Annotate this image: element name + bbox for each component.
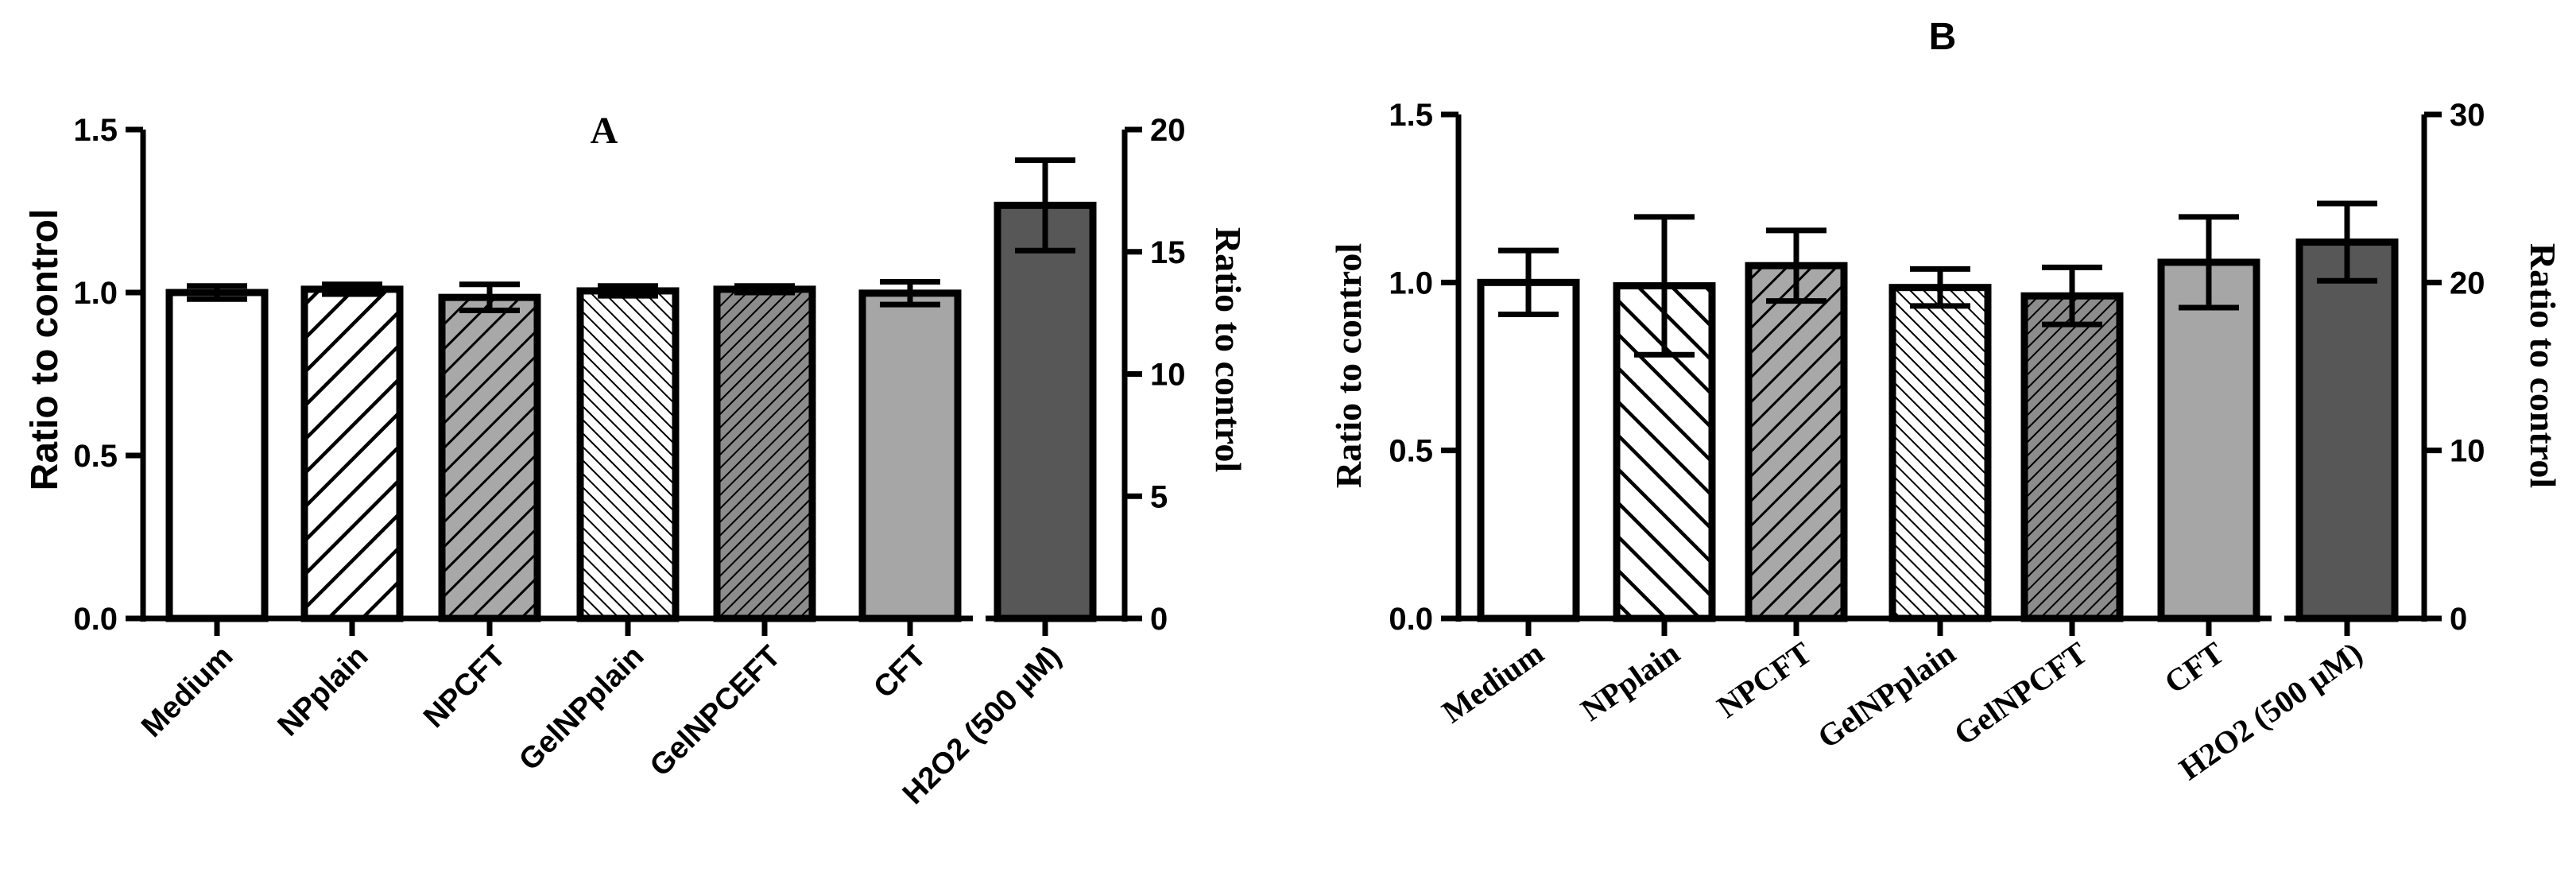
y-tick-label-left-a: 1.0 [73,276,118,311]
y-tick-label-right-a: 15 [1150,235,1186,270]
error-bar-h2o2-500-m-b [2317,200,2377,284]
y-tick-label-left-a: 0.5 [73,439,118,474]
error-bar-cft-a [880,278,940,308]
error-bar-gelnpplain-a [598,283,658,299]
y-tick-label-right-a: 0 [1150,602,1168,637]
y-tick-label-right-b: 10 [2450,434,2485,469]
bar-medium-b-fill [1481,282,1576,618]
bar-gelnpcft-b-hatch [2024,296,2120,618]
y-axis-title-right-a: Ratio to control [1208,227,1249,472]
x-tick-label-medium-a: Medium [135,640,239,744]
y-tick-label-right-b: 30 [2450,98,2485,133]
y-tick-label-right-a: 20 [1150,113,1186,148]
x-tick-label-gelnpcft-b: GelNPCFT [1947,634,2094,752]
y-axis-title-left-a: Ratio to control [24,209,66,491]
error-bar-npcft-a [459,281,520,314]
error-bar-gelnpplain-b [1910,265,1970,309]
error-bar-npplain-b [1634,214,1695,358]
error-bar-medium-a [187,283,247,302]
y-tick-label-left-a: 1.5 [73,113,118,148]
error-bar-medium-b [1498,247,1559,317]
x-tick-label-gelnpplain-b: GelNPplain [1811,635,1962,756]
y-tick-label-left-b: 1.5 [1389,98,1433,133]
error-bar-h2o2-500-m-a [1015,157,1075,254]
error-bar-gelnpceft-a [734,283,795,296]
error-bar-npplain-a [322,281,382,297]
x-tick-label-npplain-a: NPplain [272,640,375,743]
panel-label-a: A [591,110,618,152]
bar-h2o2-500-m-a-fill [997,205,1093,618]
bar-gelnpplain-a-hatch [580,290,676,618]
bar-gelnpplain-b-hatch [1892,287,1988,618]
bar-medium-a-fill [169,293,265,618]
x-tick-label-cft-a: CFT [867,640,932,705]
y-tick-label-right-a: 10 [1150,358,1186,393]
x-tick-label-npcft-b: NPCFT [1710,634,1818,725]
x-tick-label-npplain-b: NPplain [1575,635,1687,728]
error-bar-cft-b [2179,214,2239,311]
y-tick-label-right-a: 5 [1150,479,1168,514]
panel-label-b: B [1929,16,1957,58]
x-tick-label-npcft-a: NPCFT [417,640,512,734]
bar-npcft-a-hatch [442,297,537,618]
error-bar-gelnpcft-b [2042,264,2102,327]
bar-cft-a-fill [862,293,958,618]
y-tick-label-left-b: 0.0 [1389,602,1433,637]
x-tick-label-cft-b: CFT [2158,634,2231,700]
y-axis-title-left-b: Ratio to control [1328,243,1369,488]
bar-gelnpceft-a-hatch [717,289,812,618]
y-tick-label-right-b: 0 [2450,602,2467,637]
bar-npplain-a-hatch [304,289,400,618]
chart-panel-a: A Ratio to control Ratio to control 0.0 0… [24,110,1249,811]
y-tick-label-right-b: 20 [2450,265,2485,300]
x-tick-label-gelnpplain-a: GelNPplain [513,640,650,777]
y-tick-label-left-a: 0.0 [73,602,118,637]
x-tick-label-gelnpceft-a: GelNPCEFT [644,640,787,783]
bar-cft-b-fill [2161,262,2256,618]
y-tick-label-left-b: 0.5 [1389,434,1433,469]
bar-npcft-b-hatch [1749,265,1844,618]
x-tick-label-medium-b: Medium [1435,635,1550,731]
y-tick-label-left-b: 1.0 [1389,265,1433,300]
error-bar-npcft-b [1766,227,1826,304]
y-axis-title-right-b: Ratio to control [2523,243,2563,488]
bar-h2o2-500-m-b-fill [2299,242,2395,618]
chart-panel-b: B Ratio to control Ratio to control 0.0 0… [1328,16,2563,787]
